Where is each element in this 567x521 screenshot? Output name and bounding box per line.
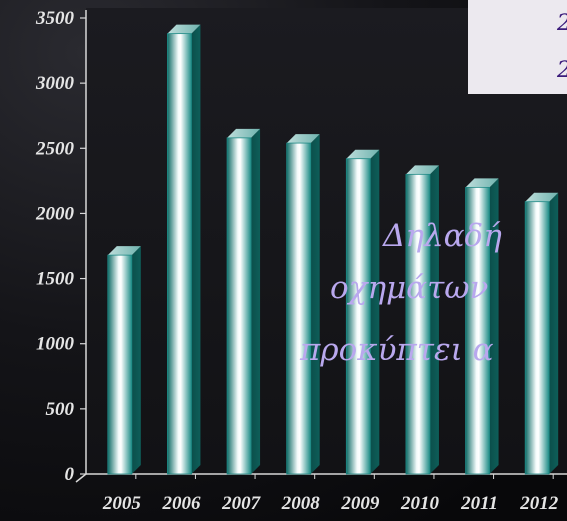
x-category-label: 2009 bbox=[340, 493, 380, 514]
legend-box-line-2: 2 bbox=[556, 58, 567, 83]
bar-outline bbox=[524, 201, 550, 475]
bar-side bbox=[489, 178, 499, 474]
bar bbox=[465, 178, 499, 475]
y-tick-label: 2000 bbox=[35, 203, 75, 224]
bar-front bbox=[465, 187, 490, 474]
bar-front bbox=[167, 33, 192, 475]
bar bbox=[405, 165, 439, 475]
x-category-label: 2005 bbox=[102, 493, 142, 514]
bar-side bbox=[429, 165, 439, 475]
y-tick-label: 1500 bbox=[36, 269, 75, 290]
bar-top bbox=[346, 149, 380, 159]
legend-box-background bbox=[468, 0, 567, 94]
bar-front bbox=[286, 143, 311, 474]
x-category-label: 2012 bbox=[519, 493, 559, 514]
x-category-label: 2010 bbox=[400, 493, 440, 514]
bar-outline bbox=[465, 186, 490, 475]
bar-side bbox=[191, 24, 201, 475]
bars bbox=[107, 24, 559, 475]
overlay-line-1: Δηλαδή bbox=[382, 218, 502, 254]
y-tick-label: 2500 bbox=[35, 138, 75, 159]
bar bbox=[345, 149, 380, 475]
bar bbox=[107, 246, 141, 475]
bar bbox=[524, 192, 559, 475]
y-tick-labels: 0 500 1000 1500 2000 2500 3000 3500 bbox=[35, 8, 75, 485]
bar-top bbox=[107, 246, 141, 256]
bar-front bbox=[525, 201, 550, 474]
bar-outline bbox=[286, 142, 312, 475]
overlay-line-3: προκύπτει α bbox=[299, 332, 494, 368]
y-tick-label: 1000 bbox=[36, 334, 75, 355]
bar-side bbox=[370, 149, 380, 475]
bar-front bbox=[107, 255, 132, 474]
bar-outline bbox=[107, 254, 133, 475]
x-category-label: 2007 bbox=[221, 493, 262, 514]
bar-top bbox=[525, 192, 559, 202]
x-category-label: 2011 bbox=[460, 493, 498, 514]
bar-outline bbox=[226, 137, 252, 475]
bar-outline bbox=[405, 173, 431, 475]
x-category-label: 2008 bbox=[281, 493, 321, 514]
bar bbox=[167, 24, 201, 475]
x-category-label: 2006 bbox=[161, 493, 201, 514]
bar-side bbox=[310, 134, 320, 474]
bar-front bbox=[227, 137, 252, 474]
overlay-line-2: οχημάτων bbox=[330, 270, 489, 306]
bar bbox=[226, 128, 261, 475]
bar-top bbox=[286, 134, 320, 144]
bar-outline bbox=[345, 158, 371, 475]
y-tick-label: 0 bbox=[65, 464, 75, 485]
bar-side bbox=[549, 192, 559, 474]
legend-box-line-1: 2 bbox=[556, 11, 567, 36]
bar-side bbox=[131, 246, 141, 474]
bar-top bbox=[167, 24, 201, 34]
bar-top bbox=[465, 178, 499, 188]
bar-front bbox=[346, 158, 371, 475]
bar-top bbox=[227, 128, 261, 138]
bar-outline bbox=[167, 33, 192, 475]
y-tick-label: 3500 bbox=[35, 8, 75, 29]
y-tick-label: 3000 bbox=[35, 73, 75, 94]
bar bbox=[286, 134, 320, 475]
overlay-text: Δηλαδή οχημάτων προκύπτει α bbox=[299, 218, 502, 368]
axis-corner bbox=[75, 473, 87, 483]
bar-top bbox=[405, 165, 439, 175]
bar-side bbox=[251, 128, 261, 474]
bar-front bbox=[405, 174, 430, 475]
legend-box: 2 2 bbox=[468, 0, 567, 94]
y-tick-label: 500 bbox=[46, 399, 75, 420]
x-category-labels: 2005 2006 2007 2008 2009 2010 2011 2012 bbox=[102, 493, 559, 514]
